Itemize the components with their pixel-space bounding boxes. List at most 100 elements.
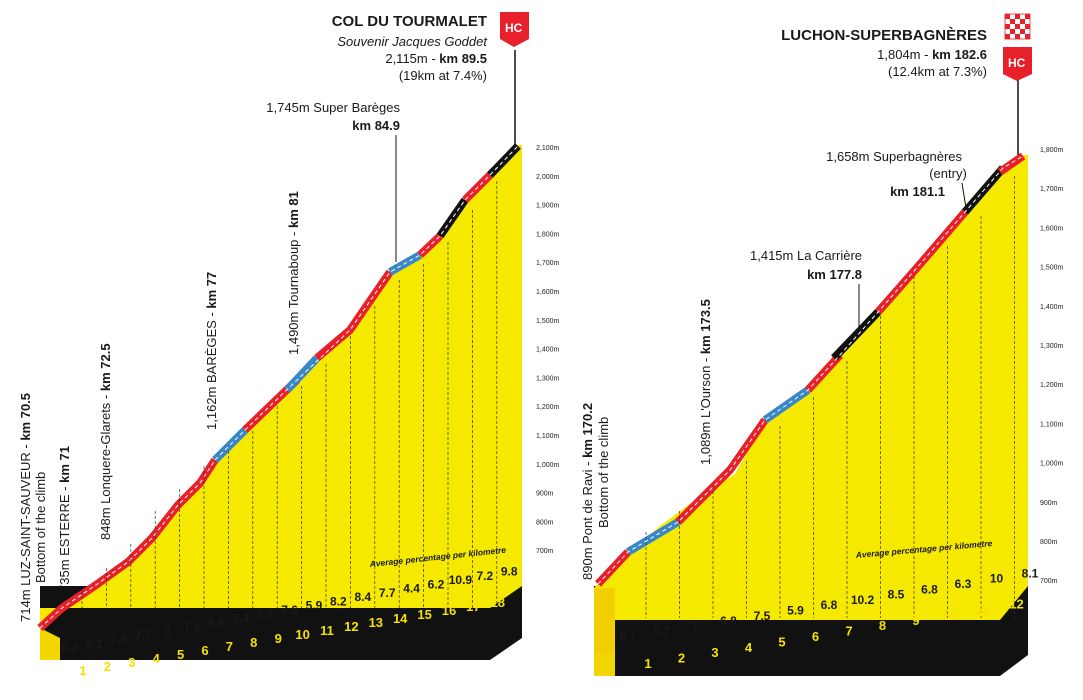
left-km-label: 10 <box>295 627 309 642</box>
left-km-label: 11 <box>320 623 334 638</box>
left-km-label: 14 <box>393 611 408 626</box>
left-km-label: 9 <box>275 631 282 646</box>
left-gradient-label: 8.4 <box>354 590 371 604</box>
right-wp-lacarriere: 1,415m La Carrière <box>750 248 862 263</box>
checker-square <box>1020 19 1025 24</box>
right-y-axis: 1,800m 1,700m 1,600m 1,500m 1,400m 1,300m 1,20… <box>1040 147 1064 585</box>
right-finish-flag <box>1004 13 1031 40</box>
checker-square <box>1010 29 1015 34</box>
left-hc-flag <box>500 12 529 39</box>
right-km-label: 1 <box>644 656 651 671</box>
checker-square <box>1025 34 1030 39</box>
right-y-tick: 1,200m <box>1040 382 1064 389</box>
right-wp-lacarriere-km: km 177.8 <box>807 267 862 282</box>
right-face-block <box>594 588 614 654</box>
left-km-label: 18 <box>491 595 505 610</box>
left-y-tick: 1,400m <box>536 347 560 354</box>
right-gradient-label: 6.8 <box>921 582 938 596</box>
checker-square <box>1010 34 1015 39</box>
left-gradient-label: 8.2 <box>330 594 347 608</box>
right-gradient-labels: 8.1 5.7 7 6.8 7.5 5.9 6.8 10.2 8.5 6.8 6.3 10 8.1 <box>620 566 1039 644</box>
checker-square <box>1015 14 1020 19</box>
left-gradient-label: 7.6 <box>184 620 201 634</box>
left-wp-luz: 714m LUZ-SAINT-SAUVEUR - km 70.5 <box>18 393 33 622</box>
right-wp-superbagneres-pointer <box>961 182 967 209</box>
right-y-tick: 1,600m <box>1040 225 1064 232</box>
left-y-tick: 700m <box>536 548 554 555</box>
checker-square <box>1015 24 1020 29</box>
checker-border <box>1004 13 1031 40</box>
right-gradient-label: 6.3 <box>955 577 972 591</box>
left-km-label: 3 <box>128 655 135 670</box>
left-road-black-2 <box>487 143 521 178</box>
left-km-label: 5 <box>177 647 184 662</box>
checker-square <box>1025 14 1030 19</box>
left-y-tick: 900m <box>536 491 554 498</box>
right-road-dash <box>597 155 1024 585</box>
left-y-tick: 2,000m <box>536 174 560 181</box>
right-y-tick: 1,300m <box>1040 343 1064 350</box>
checker-square <box>1005 14 1010 19</box>
right-y-tick: 1,500m <box>1040 265 1064 272</box>
right-gradient-label: 8.1 <box>620 630 637 644</box>
left-gradient-label: 7.7 <box>379 586 396 600</box>
left-summit-name: COL DU TOURMALET <box>332 13 487 30</box>
right-profile-fill <box>594 155 1028 620</box>
left-wp-luz-bottom: Bottom of the climb <box>33 472 48 583</box>
left-hc-flag-tail <box>500 39 529 47</box>
profile-superbagneres: HC 1,800m1,700m1,600m1,500m1,400m1,300m1… <box>580 13 1064 676</box>
right-km-label: 4 <box>745 640 753 655</box>
right-km-label: 8 <box>879 618 886 633</box>
left-y-axis: 2,100m 2,000m 1,900m 1,800m 1,700m 1,600m 1,50… <box>536 145 560 555</box>
left-km-label: 16 <box>442 603 456 618</box>
right-km-label: 10 <box>942 607 956 622</box>
left-km-dividers <box>81 181 498 608</box>
left-y-tick: 1,500m <box>536 318 560 325</box>
checker-square <box>1010 24 1015 29</box>
right-y-tick: 800m <box>1040 539 1058 546</box>
left-summit-stats: (19km at 7.4%) <box>399 68 487 83</box>
right-y-tick: 700m <box>1040 578 1058 585</box>
left-gradient-labels: 6.2 6.2 7.6 7.7 8 7.6 8.6 5.4 8.7 7.6 5.9 8.2 8.4 7.7… <box>62 565 518 656</box>
left-y-tick: 1,300m <box>536 375 560 382</box>
left-road-black-1 <box>436 197 469 239</box>
left-y-tick: 1,900m <box>536 203 560 210</box>
left-km-label: 13 <box>369 615 383 630</box>
left-gradient-label: 8.6 <box>208 616 225 630</box>
left-wp-bareges: 1,162m BARÈGES - km 77 <box>204 272 219 430</box>
checker-square <box>1015 19 1020 24</box>
left-gradient-label: 6.2 <box>86 637 103 651</box>
right-y-tick: 1,800m <box>1040 147 1064 154</box>
left-km-labels: 1 2 3 4 5 6 7 8 9 10 11 12 13 14 15 16 17 18 <box>79 595 505 678</box>
left-km-label: 2 <box>104 659 111 674</box>
right-hc-flag-tail <box>1003 74 1032 81</box>
right-km-dividers <box>645 176 1015 618</box>
left-km-label: 17 <box>466 599 480 614</box>
right-km-label: 7 <box>845 624 852 639</box>
left-summit-sub: Souvenir Jacques Goddet <box>337 34 488 49</box>
left-gradient-label: 8 <box>164 624 171 638</box>
right-wp-superbagneres: 1,658m Superbagnères <box>826 149 962 164</box>
checker-square <box>1015 29 1020 34</box>
checker-square <box>1020 14 1025 19</box>
checker-square <box>1025 19 1030 24</box>
checker-square <box>1015 34 1020 39</box>
checker-square <box>1020 24 1025 29</box>
right-gradient-label: 5.9 <box>787 604 804 618</box>
left-summit-alt: 2,115m - km 89.5 <box>385 51 487 66</box>
checker-square <box>1010 14 1015 19</box>
right-km-label: 5 <box>778 634 785 649</box>
left-km-label: 6 <box>201 643 208 658</box>
right-km-label: 6 <box>812 629 819 644</box>
left-km-label: 1 <box>79 663 86 678</box>
right-wp-pontderavi-bottom: Bottom of the climb <box>596 417 611 528</box>
left-profile-face <box>40 628 60 660</box>
left-wp-superbareges-km: km 84.9 <box>352 118 400 133</box>
right-gradient-label: 7 <box>692 619 699 633</box>
right-gradient-label: 10.2 <box>851 593 875 607</box>
left-km-label: 12 <box>344 619 358 634</box>
left-gradient-label: 7.6 <box>281 603 298 617</box>
left-km-label: 4 <box>153 651 161 666</box>
right-summit-alt: 1,804m - km 182.6 <box>877 47 987 62</box>
checker-square <box>1020 29 1025 34</box>
